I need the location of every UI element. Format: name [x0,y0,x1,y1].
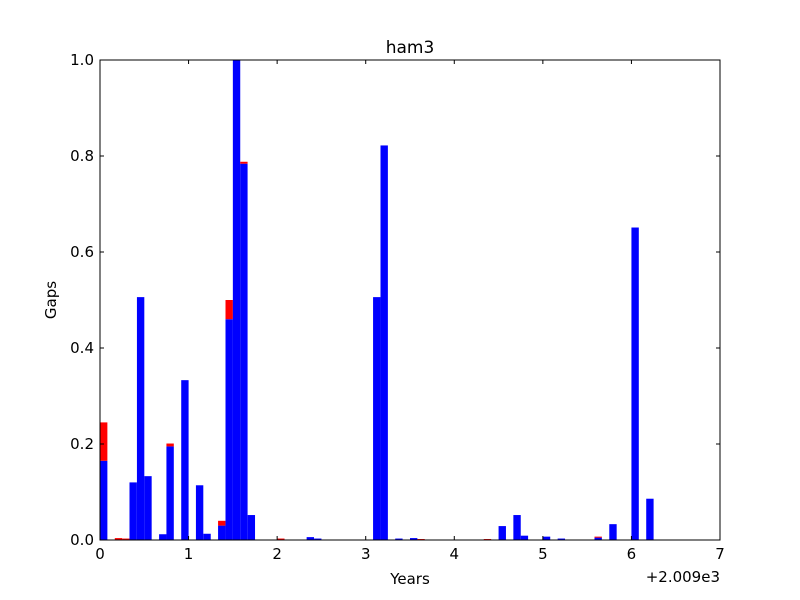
x-tick-label: 1 [184,545,194,563]
bar-blue-13 [232,60,241,540]
x-tick-label: 2 [272,545,282,563]
bar-red-12 [225,300,233,320]
bar-blue-26 [513,515,521,540]
bar-blue-3 [129,482,137,540]
bar-blue-22 [410,538,418,540]
bar-blue-11 [218,525,226,540]
x-tick-label: 7 [715,545,725,563]
bar-blue-12 [225,319,233,540]
y-tick-label: 0.8 [70,147,94,165]
bar-blue-25 [498,526,506,540]
bar-red-7 [166,443,174,447]
bar-blue-17 [306,537,315,540]
bar-blue-21 [395,538,403,540]
bar-blue-4 [136,297,145,540]
bar-blue-18 [314,538,322,540]
bar-blue-9 [195,485,204,540]
x-tick-label: 3 [361,545,371,563]
bar-blue-6 [159,534,167,540]
bar-blue-0 [100,460,108,540]
bar-blue-33 [646,498,654,540]
bar-blue-8 [181,380,189,540]
bar-blue-5 [144,476,152,540]
y-tick-label: 0.6 [70,243,94,261]
plot-frame [99,59,721,541]
x-tick-label: 4 [450,545,460,563]
bar-red-14 [240,161,248,164]
bar-blue-7 [166,446,174,540]
y-tick-label: 0.0 [70,531,94,549]
bar-blue-20 [380,145,388,540]
x-tick-label: 5 [538,545,548,563]
bar-blue-28 [542,536,551,540]
bar-blue-30 [594,537,602,540]
x-axis-label: Years [389,570,430,588]
ticks-group: 0 1 2 3 4 5 6 7 0.0 0.2 0.4 0.6 0.8 1.0 [70,51,725,563]
bar-blue-10 [203,533,211,540]
bar-blue-31 [609,524,617,540]
bar-blue-15 [247,515,256,540]
bar-red-0 [100,422,108,461]
bar-blue-14 [240,163,248,540]
bar-blue-27 [520,535,529,540]
y-tick-label: 0.4 [70,339,94,357]
y-tick-label: 0.2 [70,435,94,453]
y-tick-label: 1.0 [70,51,94,69]
x-tick-label: 0 [95,545,105,563]
chart-title: ham3 [386,38,435,58]
bar-red-2 [122,538,130,540]
x-tick-label: 6 [627,545,637,563]
bars-group [100,60,654,541]
bar-blue-19 [373,297,381,540]
bar-red-16 [277,538,285,540]
bar-red-11 [218,520,226,526]
bar-blue-29 [557,538,566,540]
bar-red-1 [114,538,123,540]
x-axis-offset-label: +2.009e3 [646,568,720,586]
bar-red-30 [594,536,602,538]
y-axis-label: Gaps [42,281,60,319]
bar-blue-32 [631,227,639,540]
